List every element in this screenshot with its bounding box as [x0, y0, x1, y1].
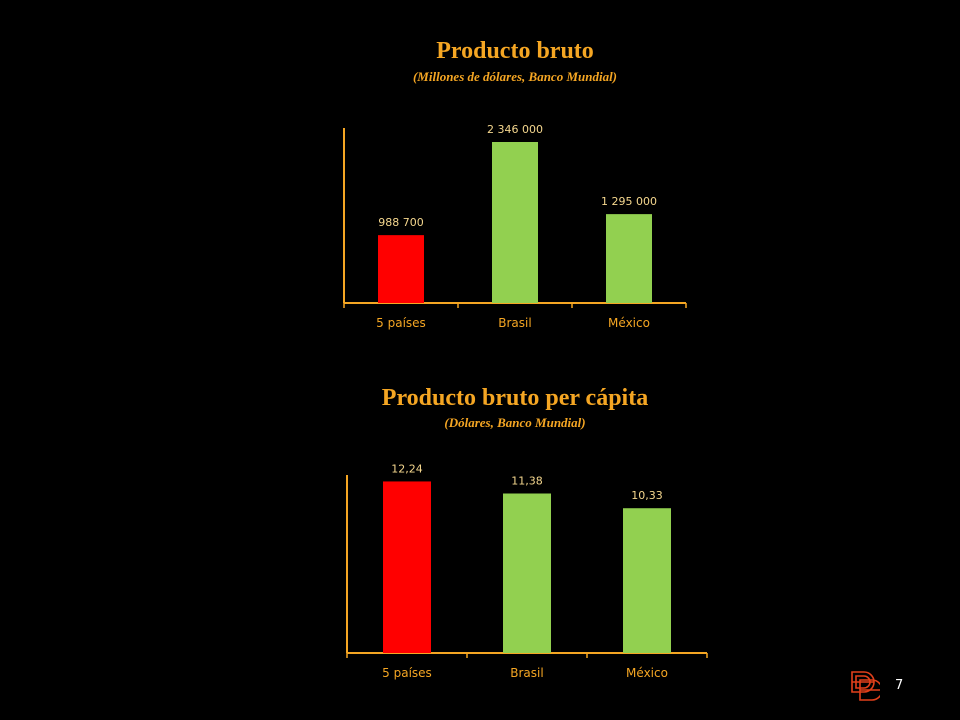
- x-tick-label-2: Brasil: [510, 666, 543, 680]
- chart-1-subtitle: (Millones de dólares, Banco Mundial): [412, 69, 618, 84]
- x-tick-label-1: 5 países: [376, 316, 426, 330]
- chart-1-title: Producto bruto: [436, 38, 594, 64]
- page-number: 7: [895, 678, 904, 693]
- x-tick-label-1: 5 países: [382, 666, 432, 680]
- bar-2: [503, 493, 551, 653]
- data-label-3: 1 295 000: [601, 195, 657, 208]
- bar-1: [383, 481, 431, 653]
- bar-3: [623, 508, 671, 653]
- bar-1: [378, 235, 424, 303]
- chart-2-subtitle: (Dólares, Banco Mundial): [444, 415, 586, 430]
- x-tick-label-3: México: [608, 316, 650, 330]
- x-tick-label-3: México: [626, 666, 668, 680]
- data-label-1: 12,24: [391, 462, 423, 475]
- bar-2: [492, 142, 538, 303]
- data-label-1: 988 700: [378, 216, 424, 229]
- chart-2-title: Producto bruto per cápita: [381, 385, 649, 411]
- data-label-2: 2 346 000: [487, 123, 543, 136]
- data-label-3: 10,33: [631, 489, 663, 502]
- bar-3: [606, 214, 652, 303]
- x-tick-label-2: Brasil: [498, 316, 531, 330]
- logo-icon: [851, 671, 880, 701]
- data-label-2: 11,38: [511, 475, 543, 488]
